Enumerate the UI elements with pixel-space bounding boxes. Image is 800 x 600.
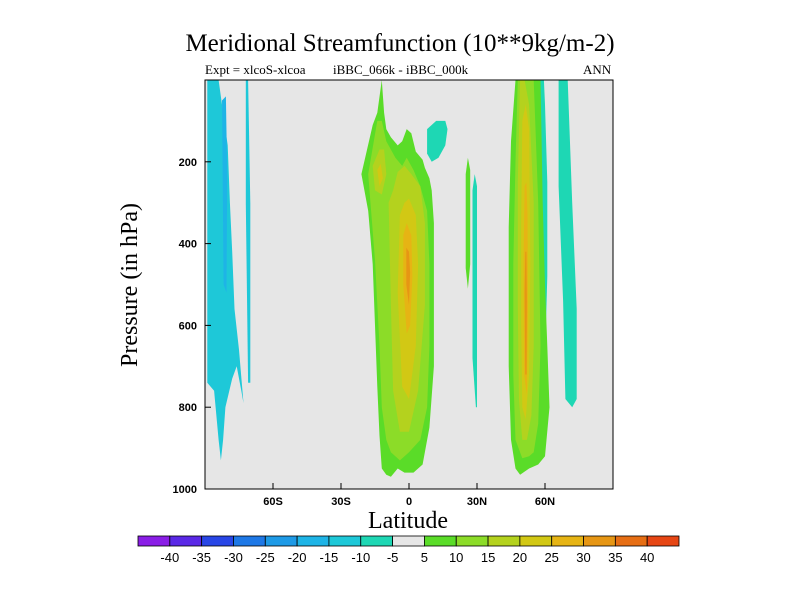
contour-ferrel-30 (524, 251, 527, 375)
y-tick-label: 600 (179, 320, 197, 332)
colorbar-box (392, 535, 425, 547)
colorbar-box (137, 535, 171, 547)
subtitle-right: ANN (583, 62, 612, 77)
y-tick-label: 800 (179, 402, 197, 414)
colorbar-box (233, 535, 266, 547)
colorbar-box (360, 535, 393, 547)
colorbar-label: -30 (224, 550, 243, 565)
colorbar-label: -20 (288, 550, 307, 565)
colorbar-label: -10 (351, 550, 370, 565)
colorbar-label: 30 (576, 550, 590, 565)
colorbar-label: -15 (320, 550, 339, 565)
x-axis-label: Latitude (368, 508, 448, 534)
x-tick-label: 60N (535, 496, 555, 508)
contour-nh-strip-neg (472, 174, 477, 408)
subtitle-left: Expt = xlcoS-xlcoa (205, 62, 306, 77)
contour-regions (207, 80, 577, 477)
contour-hadley-30 (406, 247, 411, 305)
x-tick-label: 30S (331, 496, 351, 508)
colorbar-box (487, 535, 521, 547)
chart-title: Meridional Streamfunction (10**9kg/m-2) (185, 30, 615, 57)
colorbar-label: 35 (608, 550, 622, 565)
x-axis-ticks: 60S 30S 0 30N 60N (263, 483, 555, 508)
colorbar: -40 -35 -30 -25 -20 -15 -10 -5 5 10 15 20 25 30 35 40 (137, 535, 680, 565)
contour-nh-upper-neg (427, 120, 448, 162)
y-axis-label: Pressure (in hPa) (117, 203, 143, 367)
contour-nh-strip-5 (465, 157, 471, 289)
y-tick-label: 1000 (173, 484, 197, 496)
x-tick-label: 30N (467, 496, 487, 508)
colorbar-label: 15 (481, 550, 495, 565)
colorbar-box (296, 535, 330, 547)
colorbar-box (169, 535, 203, 547)
y-tick-label: 400 (179, 239, 197, 251)
colorbar-box (424, 535, 457, 547)
colorbar-box (264, 535, 298, 547)
colorbar-label: 5 (421, 550, 428, 565)
y-axis-ticks: 200 400 600 800 1000 (173, 157, 211, 496)
colorbar-box (646, 535, 680, 547)
colorbar-label: -25 (256, 550, 275, 565)
contour-ferrel-neg-right2 (558, 80, 577, 408)
colorbar-box (201, 535, 234, 547)
y-tick-label: 200 (179, 157, 197, 169)
x-tick-label: 60S (263, 496, 283, 508)
colorbar-label: -5 (387, 550, 399, 565)
colorbar-label: -35 (192, 550, 211, 565)
contour-sh-negative-strip (245, 80, 251, 383)
colorbar-label: 25 (544, 550, 558, 565)
colorbar-label: 10 (449, 550, 463, 565)
colorbar-box (455, 535, 489, 547)
contour-sh-negative-core (222, 96, 228, 293)
colorbar-label: 20 (513, 550, 527, 565)
colorbar-label: 40 (640, 550, 654, 565)
colorbar-label: -40 (160, 550, 179, 565)
colorbar-box (519, 535, 553, 547)
x-tick-label: 0 (406, 496, 412, 508)
colorbar-box (583, 535, 616, 547)
subtitle-center: iBBC_066k - iBBC_000k (333, 62, 469, 77)
contour-hadley-upper-20 (377, 163, 383, 187)
colorbar-box (551, 535, 584, 547)
colorbar-box (328, 535, 362, 547)
colorbar-box (614, 535, 648, 547)
